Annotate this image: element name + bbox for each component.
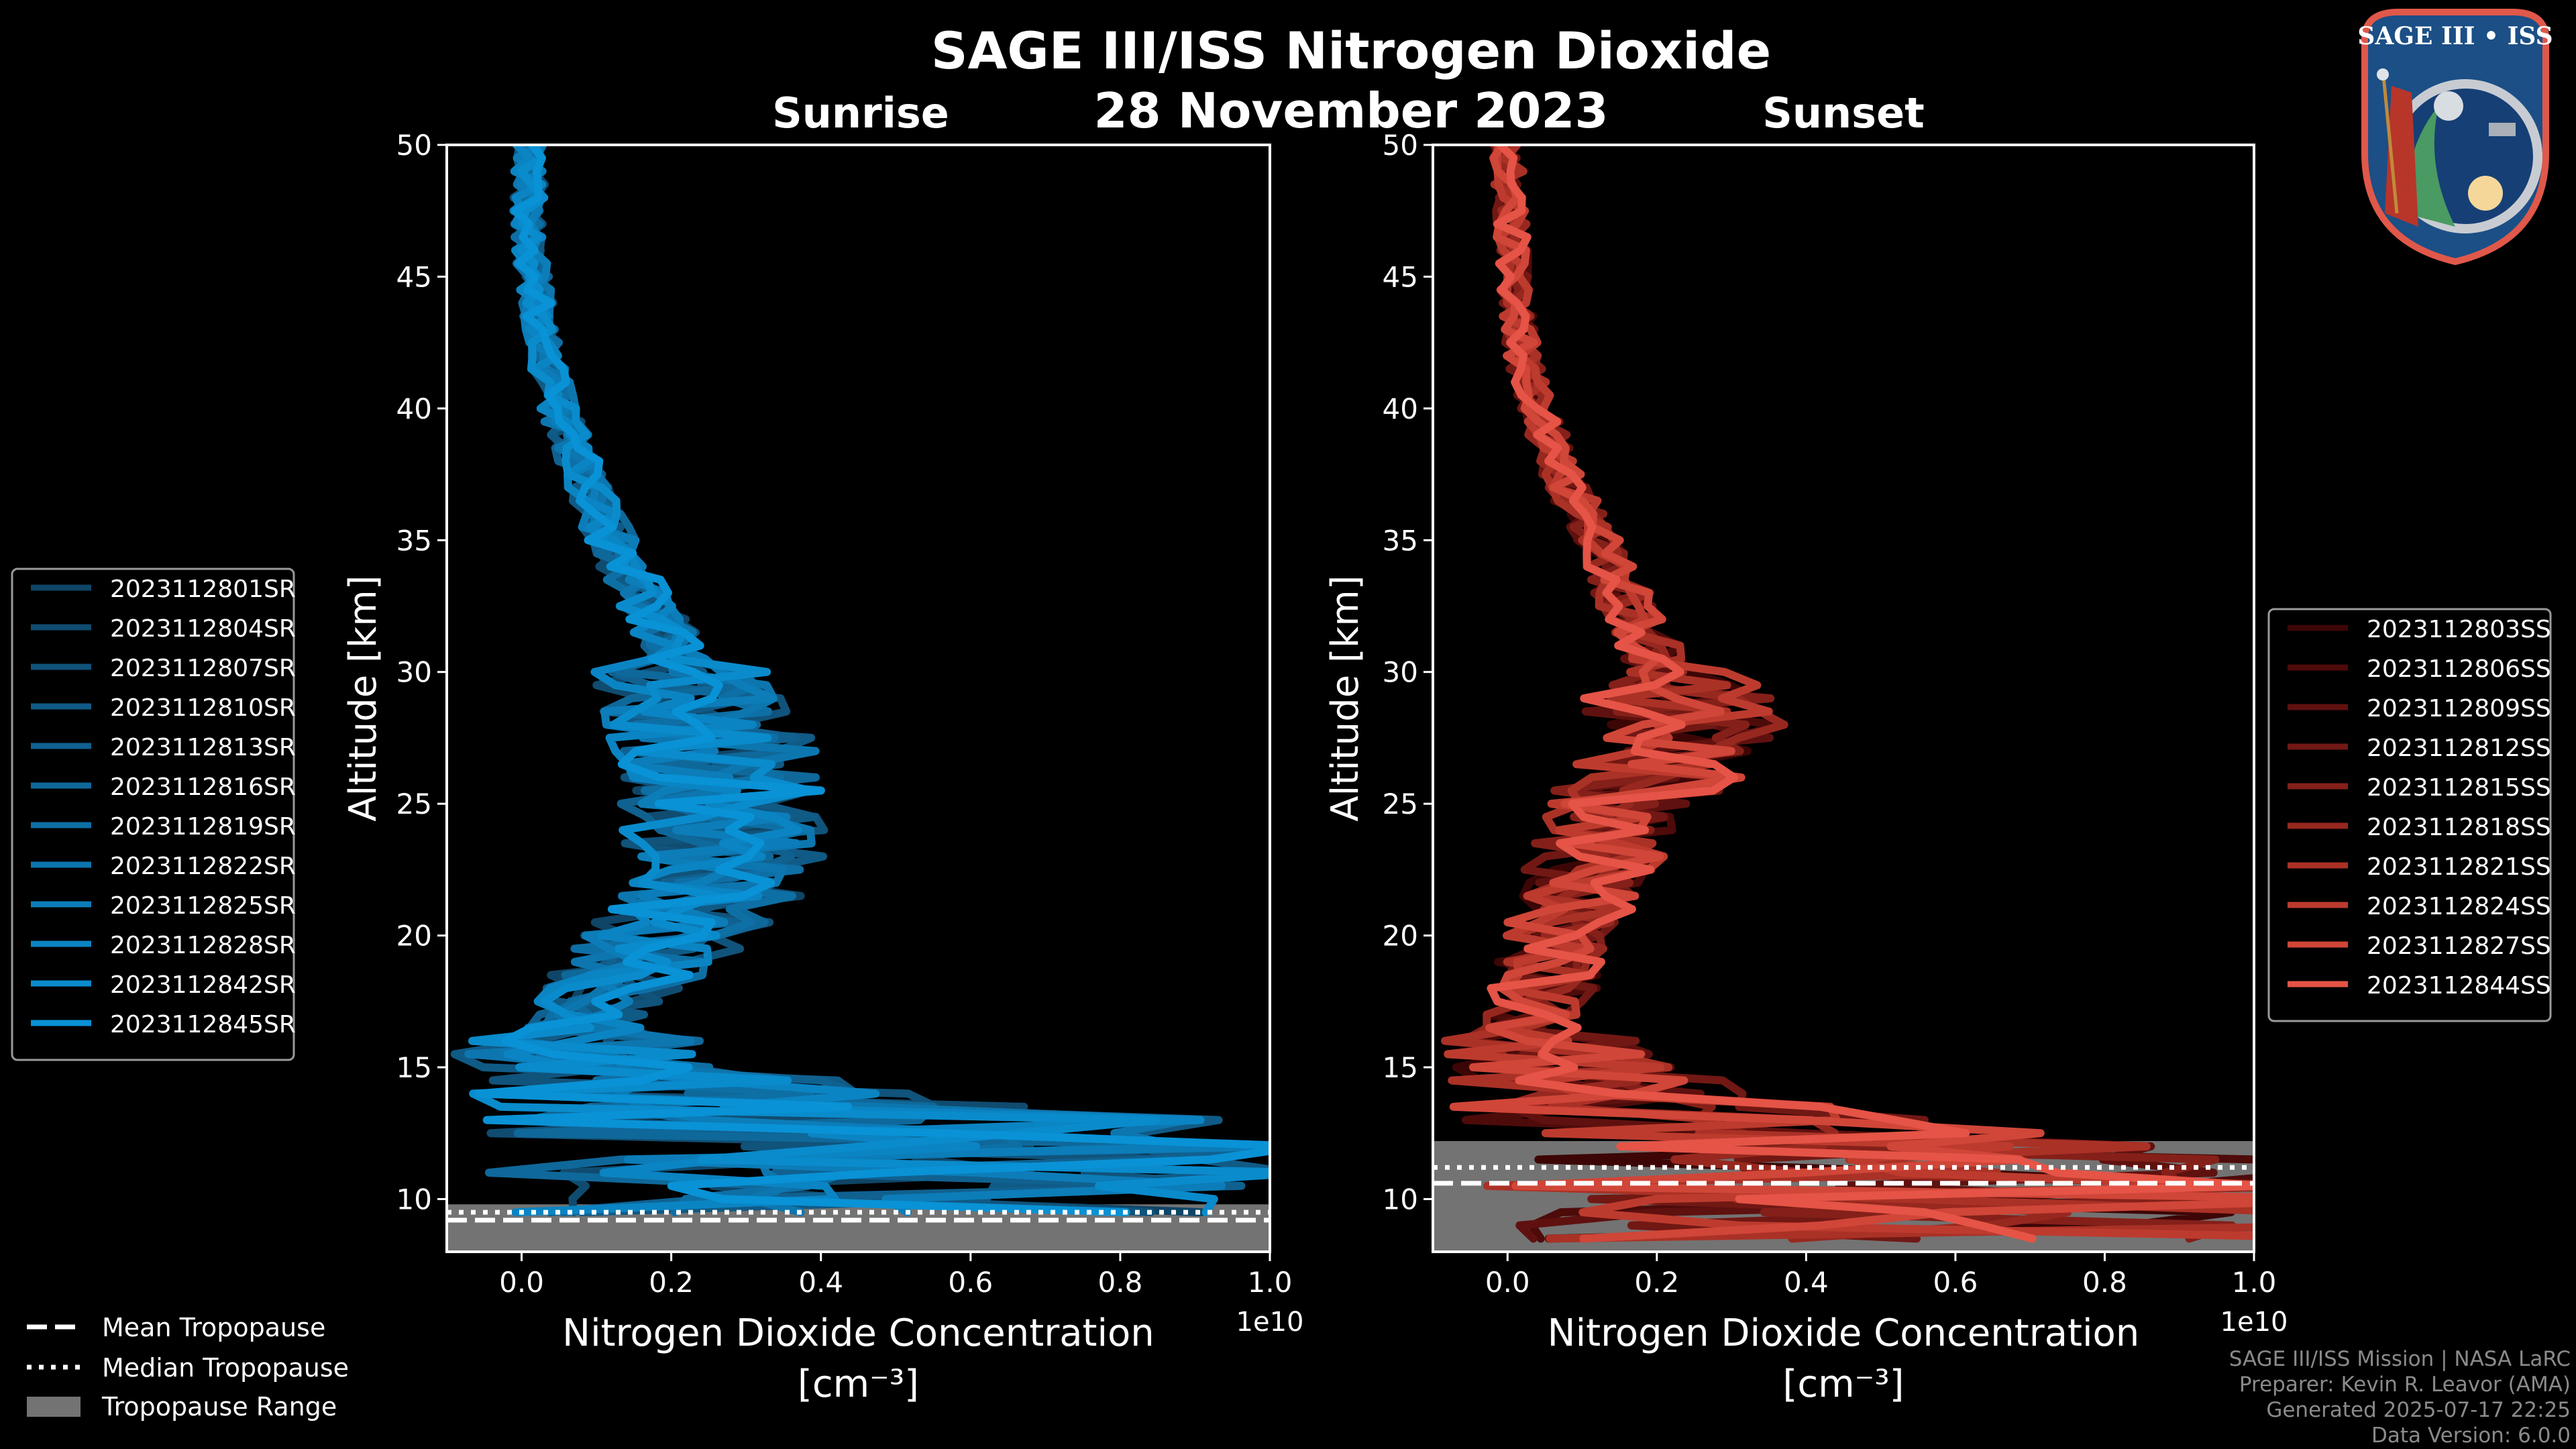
legend-label: 2023112822SR bbox=[110, 853, 296, 880]
y-tick-label: 40 bbox=[1383, 392, 1418, 425]
y-tick-label: 15 bbox=[396, 1051, 432, 1084]
x-tick-label: 0.6 bbox=[1933, 1266, 1978, 1299]
legend-label: 2023112815SS bbox=[2367, 774, 2551, 802]
tropopause-range-label: Tropopause Range bbox=[101, 1392, 337, 1421]
legend-frame bbox=[11, 568, 295, 1061]
legend-label: 2023112809SS bbox=[2367, 695, 2551, 722]
legend-label: 2023112810SR bbox=[110, 694, 296, 722]
y-tick-label: 10 bbox=[1383, 1183, 1418, 1216]
y-tick-label: 10 bbox=[396, 1183, 432, 1216]
plot-area bbox=[1433, 145, 2254, 1252]
y-tick-label: 15 bbox=[1383, 1051, 1418, 1084]
y-tick-label: 35 bbox=[1383, 524, 1418, 557]
y-tick-label: 40 bbox=[396, 392, 432, 425]
legend-label: 2023112825SR bbox=[110, 892, 296, 920]
x-offset-label: 1e10 bbox=[1236, 1307, 1304, 1338]
y-tick-label: 25 bbox=[396, 788, 432, 820]
x-tick-label: 0.4 bbox=[1784, 1266, 1829, 1299]
series-legend: 2023112801SR 2023112804SR 2023112807SR 2023… bbox=[11, 568, 296, 1061]
legend-label: 2023112824SS bbox=[2367, 893, 2551, 920]
mean-tropopause-label: Mean Tropopause bbox=[102, 1313, 325, 1342]
x-tick-label: 0.2 bbox=[1634, 1266, 1679, 1299]
legend-frame bbox=[2267, 608, 2552, 1022]
legend-label: 2023112816SR bbox=[110, 773, 296, 801]
legend-label: 2023112804SR bbox=[110, 615, 296, 643]
median-tropopause-label: Median Tropopause bbox=[102, 1353, 349, 1383]
y-tick-label: 30 bbox=[396, 656, 432, 689]
legend-label: 2023112827SS bbox=[2367, 932, 2551, 960]
axes-frame bbox=[1432, 144, 2255, 1253]
sage-iii-iss-logo: SAGE III • ISS bbox=[2357, 9, 2553, 266]
footer-preparer: Preparer: Kevin R. Leavor (AMA) bbox=[2239, 1373, 2571, 1397]
x-tick-label: 0.2 bbox=[649, 1266, 694, 1299]
profile-line-2023112827SS bbox=[1449, 145, 2254, 1243]
y-tick-label: 35 bbox=[396, 524, 432, 557]
legend-label: 2023112818SS bbox=[2367, 814, 2551, 841]
legend-label: 2023112844SS bbox=[2367, 972, 2551, 1000]
x-tick-label: 0.6 bbox=[948, 1266, 993, 1299]
y-axis-label: Altitude [km] bbox=[341, 575, 385, 821]
tropopause-legend: Mean Tropopause Median Tropopause Tropop… bbox=[27, 1313, 349, 1421]
legend-label: 2023112813SR bbox=[110, 734, 296, 761]
x-tick-label: 1.0 bbox=[1248, 1266, 1293, 1299]
x-tick-label: 0.4 bbox=[798, 1266, 843, 1299]
panel-title: Sunrise bbox=[772, 89, 949, 138]
footer-generated: Generated 2025-07-17 22:25 bbox=[2266, 1398, 2571, 1422]
legend-label: 2023112803SS bbox=[2367, 616, 2551, 643]
y-tick-label: 50 bbox=[396, 129, 432, 162]
figure-title: SAGE III/ISS Nitrogen Dioxide bbox=[931, 21, 1771, 80]
legend-label: 2023112821SS bbox=[2367, 853, 2551, 881]
legend-label: 2023112812SS bbox=[2367, 735, 2551, 762]
series-legend: 2023112803SS 2023112806SS 2023112809SS 2023… bbox=[2267, 608, 2552, 1022]
legend-label: 2023112801SR bbox=[110, 576, 296, 603]
axes-frame bbox=[445, 144, 1271, 1253]
legend-label: 2023112806SS bbox=[2367, 655, 2551, 683]
plot-area bbox=[447, 145, 1270, 1252]
panel-title: Sunset bbox=[1762, 89, 1925, 138]
x-offset-label: 1e10 bbox=[2220, 1307, 2288, 1338]
y-tick-label: 45 bbox=[396, 260, 432, 293]
y-tick-label: 20 bbox=[1383, 920, 1418, 953]
footer-version: Data Version: 6.0.0 bbox=[2371, 1424, 2571, 1448]
x-axis-label: Nitrogen Dioxide Concentration bbox=[562, 1311, 1155, 1355]
x-tick-label: 0.0 bbox=[499, 1266, 544, 1299]
profile-line-2023112844SS bbox=[1487, 145, 2254, 1243]
footer-mission: SAGE III/ISS Mission | NASA LaRC bbox=[2229, 1347, 2571, 1371]
sunset-panel: Sunset 0.0 0.2 0.4 0.6 0.8 1.0 1e10 10 15 20 25 30 35… bbox=[1324, 89, 2552, 1406]
legend-label: 2023112845SR bbox=[110, 1011, 296, 1038]
x-tick-label: 0.0 bbox=[1485, 1266, 1530, 1299]
y-tick-label: 25 bbox=[1383, 788, 1418, 820]
footer: SAGE III/ISS Mission | NASA LaRC Prepare… bbox=[2229, 1347, 2571, 1448]
y-tick-label: 20 bbox=[396, 920, 432, 953]
x-axis-unit: [cm⁻³] bbox=[1782, 1362, 1904, 1406]
y-tick-label: 30 bbox=[1383, 656, 1418, 689]
legend-label: 2023112828SR bbox=[110, 932, 296, 959]
sunrise-panel: Sunrise 0.0 0.2 0.4 0.6 0.8 1.0 1e10 10 15 20 25 30 3… bbox=[11, 89, 1304, 1406]
legend-label: 2023112807SR bbox=[110, 655, 296, 682]
x-tick-label: 0.8 bbox=[1098, 1266, 1143, 1299]
profile-line-2023112845SR bbox=[474, 145, 1270, 1217]
svg-text:SAGE III • ISS: SAGE III • ISS bbox=[2357, 22, 2553, 50]
y-tick-label: 45 bbox=[1383, 260, 1418, 293]
legend-label: 2023112842SR bbox=[110, 971, 296, 999]
tropopause-range-swatch bbox=[27, 1397, 80, 1417]
x-tick-label: 1.0 bbox=[2232, 1266, 2277, 1299]
figure-date: 28 November 2023 bbox=[1093, 83, 1608, 139]
y-tick-label: 50 bbox=[1383, 129, 1418, 162]
x-axis-label: Nitrogen Dioxide Concentration bbox=[1548, 1311, 2140, 1355]
legend-label: 2023112819SR bbox=[110, 813, 296, 841]
x-tick-label: 0.8 bbox=[2082, 1266, 2127, 1299]
y-axis-label: Altitude [km] bbox=[1324, 575, 1367, 821]
x-axis-unit: [cm⁻³] bbox=[798, 1362, 919, 1406]
